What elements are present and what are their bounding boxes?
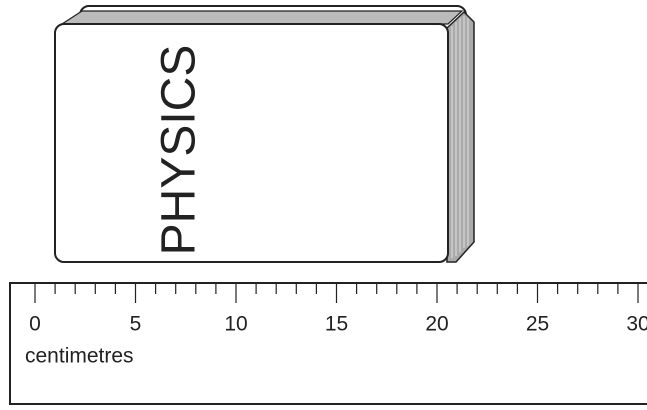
book-pages-side (447, 12, 474, 262)
ruler-label: 20 (425, 313, 448, 336)
ruler-unit: centimetres (25, 345, 134, 368)
ruler-label: 30 (626, 313, 647, 336)
ruler-body (10, 283, 647, 404)
ruler-label: 5 (130, 313, 142, 336)
ruler-label: 25 (526, 313, 549, 336)
ruler: centimetres 0 5 10 15 20 25 30 (10, 283, 647, 404)
ruler-label: 15 (325, 313, 348, 336)
book: PHYSICS (55, 6, 474, 262)
ruler-label: 0 (29, 313, 41, 336)
ruler-label: 10 (224, 313, 247, 336)
diagram: PHYSICS centimetres 0 5 10 15 20 25 30 (0, 0, 647, 405)
book-title: PHYSICS (153, 45, 206, 256)
book-cover (55, 24, 448, 262)
book-pages-top (62, 11, 462, 24)
